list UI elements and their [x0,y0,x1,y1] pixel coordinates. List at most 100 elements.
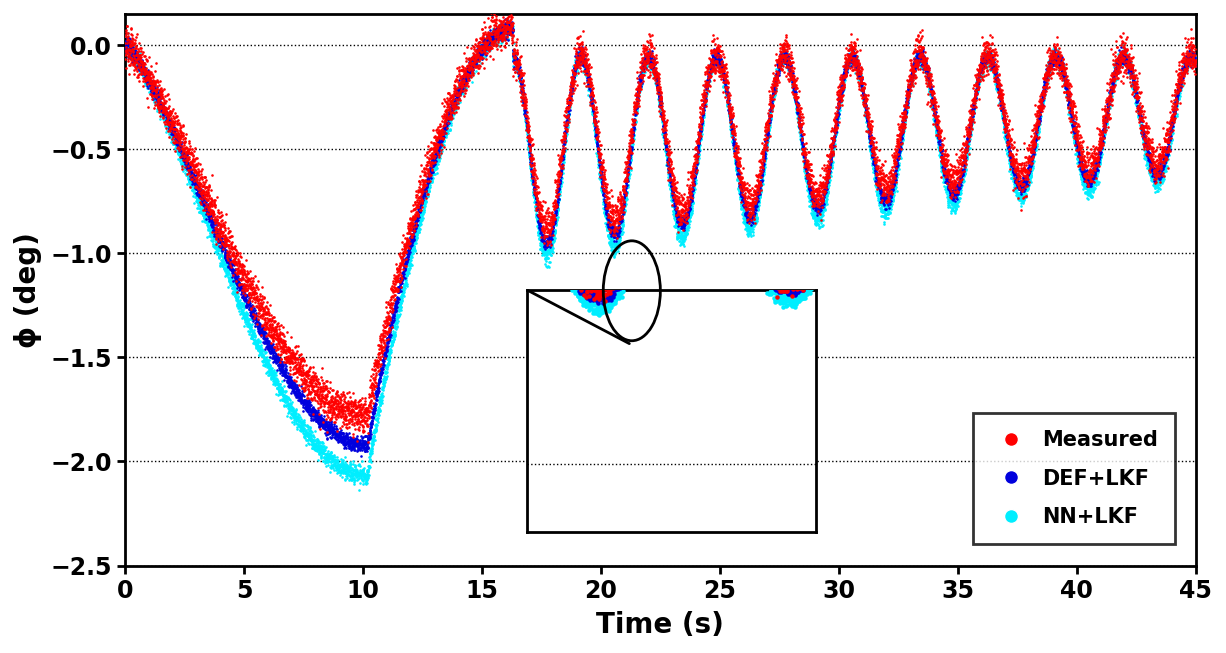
Point [614,176,634,187]
Point [893,121,912,132]
Point [935,157,955,168]
Point [989,89,1009,100]
Point [433,129,452,140]
Point [246,294,266,304]
Point [368,359,387,370]
Point [886,146,906,157]
Point [363,437,383,447]
Point [465,49,484,59]
Point [202,215,222,225]
Point [581,92,601,103]
Point [302,405,321,415]
Point [454,80,473,90]
Point [584,100,603,110]
Point [391,277,411,287]
Point [921,86,940,97]
Point [409,227,429,238]
Point [1124,83,1144,93]
Point [942,180,961,191]
Point [371,363,391,374]
Point [823,142,842,152]
Point [586,136,606,146]
Point [1179,55,1199,65]
Point [1063,113,1083,123]
Point [1063,119,1083,130]
Point [794,148,814,159]
Point [960,116,980,127]
Point [356,438,375,449]
Point [398,263,418,274]
Point [1067,133,1086,144]
Point [803,189,823,200]
Point [881,187,901,198]
Point [837,60,857,71]
Point [989,86,1009,96]
Point [593,194,613,204]
Point [612,198,631,208]
Point [130,75,150,86]
Point [1146,165,1166,176]
Point [467,46,487,57]
Point [1080,178,1100,188]
Point [283,368,303,378]
Point [159,123,179,134]
Point [492,27,511,37]
Point [867,180,886,190]
Point [927,125,946,136]
Point [146,96,166,106]
Point [808,214,828,224]
Point [1107,65,1127,75]
Point [400,261,419,272]
Point [950,175,970,185]
Point [580,84,600,95]
Point [1150,155,1170,165]
Point [850,71,869,81]
Point [397,266,417,276]
Point [235,292,255,302]
Point [814,182,834,192]
Point [785,90,804,101]
Point [282,349,302,359]
Point [439,105,459,116]
Point [168,118,188,128]
Point [548,196,568,206]
Point [555,130,575,140]
Point [554,147,574,157]
Point [858,89,878,100]
Point [678,223,698,233]
Point [1045,56,1064,67]
Point [295,428,315,439]
Point [714,81,733,91]
Point [813,180,832,190]
Point [622,142,641,153]
Point [868,180,888,191]
Point [202,228,222,238]
Point [517,120,537,131]
Point [1101,86,1121,97]
Point [592,168,612,178]
Point [611,229,630,239]
Point [121,46,141,56]
Point [482,28,501,39]
Point [474,38,494,48]
Point [222,243,242,253]
Point [756,129,776,139]
Point [414,190,434,200]
Point [1085,168,1105,178]
Point [212,260,232,270]
Point [1000,154,1020,165]
Point [1027,119,1047,130]
Point [169,150,189,160]
Point [625,108,645,118]
Point [318,426,337,437]
Point [368,417,387,428]
Point [495,35,515,46]
Point [510,71,530,82]
Point [945,186,965,197]
Point [403,211,423,221]
Point [398,268,418,278]
Point [1108,48,1128,59]
Point [999,146,1019,157]
Point [680,180,700,191]
Point [427,152,446,163]
